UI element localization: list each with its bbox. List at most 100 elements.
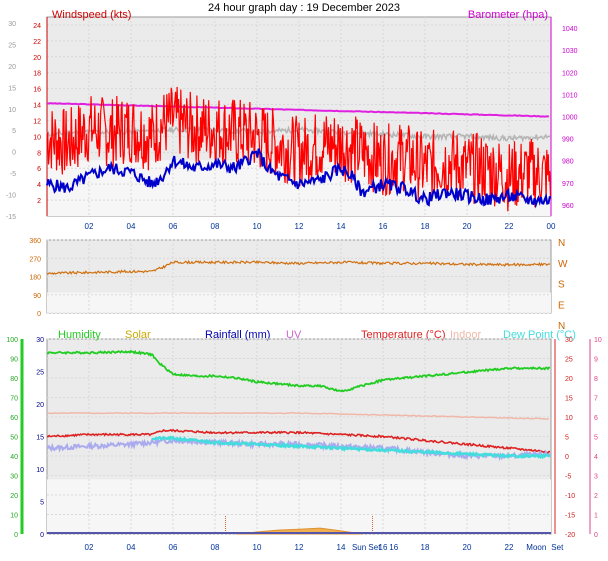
x-tick-label-bottom: 06: [169, 543, 178, 552]
x-tick-label-bottom: 14: [337, 543, 346, 552]
x-tick-label-bottom: 20: [463, 543, 472, 552]
wind-y-tick: 18: [33, 71, 41, 78]
secondary-y-tick: -5: [10, 171, 16, 178]
wind-y-tick: 20: [33, 55, 41, 62]
x-tick-label-bottom: 02: [85, 543, 94, 552]
humidity-y-tick: 0: [14, 532, 18, 539]
wind-y-tick: 6: [37, 166, 41, 173]
dewpoint-light-line: [46, 436, 551, 462]
x-tick-label: 00: [547, 222, 556, 231]
dir-y-tick: 270: [29, 256, 41, 263]
barometer-line: [46, 102, 549, 118]
secondary-y-tick: 0: [12, 150, 16, 157]
uv-y-tick: 1: [594, 513, 598, 520]
rain-y-tick: 0: [40, 532, 44, 539]
rain-y-tick: 5: [40, 500, 44, 507]
uv-y-tick: 7: [594, 396, 598, 403]
rain-y-tick: 20: [36, 402, 44, 409]
baro-y-tick: 1020: [562, 70, 578, 77]
wind-y-tick: 14: [33, 103, 41, 110]
temp-y-tick: -10: [565, 493, 575, 500]
baro-y-tick: 1040: [562, 26, 578, 33]
windspeed-line: [46, 86, 552, 212]
baro-y-tick: 1030: [562, 48, 578, 55]
uv-y-tick: 4: [594, 454, 598, 461]
temp-y-tick: -20: [565, 532, 575, 539]
uv-y-tick: 10: [594, 337, 602, 344]
dewpoint-line: [151, 435, 551, 460]
secondary-y-tick: 10: [8, 107, 16, 114]
wind-y-tick: 12: [33, 118, 41, 125]
sunset-label: Sun Set: [352, 543, 381, 552]
wind-y-tick: 4: [37, 182, 41, 189]
x-tick-label-bottom: 04: [127, 543, 136, 552]
wind-axis-title: Windspeed (kts): [52, 9, 131, 21]
dir-y-tick: 180: [29, 275, 41, 282]
humidity-y-tick: 10: [10, 513, 18, 520]
uv-y-tick: 9: [594, 357, 598, 364]
legend-label: Solar: [125, 329, 151, 341]
temp-y-tick: 25: [565, 357, 573, 364]
x-tick-label: 06: [169, 222, 178, 231]
rain-y-tick: 15: [36, 435, 44, 442]
humidity-y-tick: 50: [10, 435, 18, 442]
baro-y-tick: 970: [562, 181, 574, 188]
x-tick-label: 04: [127, 222, 136, 231]
wind-y-tick: 8: [37, 150, 41, 157]
x-tick-label: 16: [379, 222, 388, 231]
uv-y-tick: 8: [594, 376, 598, 383]
legend-label: Temperature (°C): [361, 329, 445, 341]
x-tick-label: 20: [463, 222, 472, 231]
secondary-y-tick: 15: [8, 85, 16, 92]
humidity-y-tick: 80: [10, 376, 18, 383]
humidity-y-tick: 100: [6, 337, 18, 344]
rain-y-tick: 10: [36, 467, 44, 474]
wind-direction-line: [46, 259, 551, 276]
legend-label: Rainfall (mm): [205, 329, 270, 341]
wind-y-tick: 22: [33, 39, 41, 46]
compass-label: W: [558, 259, 568, 270]
sunset-hour-label: 16: [389, 543, 398, 552]
secondary-y-tick: 5: [12, 128, 16, 135]
indoor-temp-line: [46, 411, 550, 420]
legend-label: Dew Point (°C): [503, 329, 576, 341]
humidity-line: [46, 349, 550, 393]
humidity-y-tick: 20: [10, 493, 18, 500]
wind-y-tick: 16: [33, 87, 41, 94]
wind-average-line: [46, 148, 552, 209]
legend-label: Indoor: [450, 329, 482, 341]
humidity-y-tick: 70: [10, 396, 18, 403]
x-tick-label-bottom: 18: [421, 543, 430, 552]
x-tick-label: 02: [85, 222, 94, 231]
moon-label: Moon: [526, 543, 546, 552]
temp-y-tick: 10: [565, 415, 573, 422]
temp-y-tick: 15: [565, 396, 573, 403]
x-tick-label: 12: [295, 222, 304, 231]
x-tick-label: 08: [211, 222, 220, 231]
compass-label: S: [558, 280, 565, 291]
humidity-y-tick: 90: [10, 357, 18, 364]
temp-y-tick: 30: [565, 337, 573, 344]
humidity-y-tick: 30: [10, 474, 18, 481]
temp-y-tick: -15: [565, 513, 575, 520]
x-tick-label-bottom: 08: [211, 543, 220, 552]
temperature-line: [46, 428, 551, 454]
x-tick-label-bottom: 16: [379, 543, 388, 552]
compass-label: N: [558, 238, 565, 249]
dir-y-tick: 90: [33, 293, 41, 300]
baro-y-tick: 980: [562, 159, 574, 166]
secondary-y-tick: 30: [8, 21, 16, 28]
secondary-y-tick: -10: [6, 193, 16, 200]
uv-y-tick: 5: [594, 435, 598, 442]
x-tick-label-bottom: 10: [253, 543, 262, 552]
x-tick-label: 10: [253, 222, 262, 231]
compass-label: E: [558, 300, 565, 311]
uv-y-tick: 6: [594, 415, 598, 422]
wind-y-tick: 2: [37, 198, 41, 205]
legend-label: UV: [286, 329, 302, 341]
wind-y-tick: 24: [33, 23, 41, 30]
x-tick-label: 14: [337, 222, 346, 231]
secondary-y-tick: 25: [8, 42, 16, 49]
uv-y-tick: 0: [594, 532, 598, 539]
